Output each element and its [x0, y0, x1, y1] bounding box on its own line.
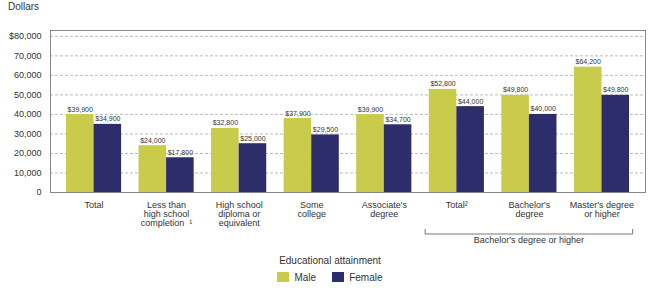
svg-text:$39,900: $39,900	[358, 106, 383, 113]
svg-text:30,000: 30,000	[14, 129, 42, 139]
svg-text:$44,000: $44,000	[458, 98, 483, 105]
svg-text:Bachelor's degree or higher: Bachelor's degree or higher	[474, 235, 584, 245]
svg-text:$17,800: $17,800	[168, 149, 193, 156]
svg-text:Bachelor'sdegree: Bachelor'sdegree	[509, 200, 551, 219]
html-text:Dollars: Dollars	[8, 1, 40, 12]
svg-text:Less thanhigh schoolcompletion: Less thanhigh schoolcompletion ¹	[141, 200, 193, 228]
svg-text:20,000: 20,000	[14, 148, 42, 158]
svg-text:$29,500: $29,500	[313, 126, 338, 133]
svg-text:$80,000: $80,000	[9, 31, 42, 41]
svg-text:60,000: 60,000	[14, 70, 42, 80]
svg-text:$39,900: $39,900	[68, 106, 93, 113]
svg-text:50,000: 50,000	[14, 90, 42, 100]
svg-text:Total²: Total²	[446, 200, 468, 210]
svg-text:$52,800: $52,800	[430, 80, 455, 87]
html-text:Male: Male	[294, 271, 317, 283]
svg-text:10,000: 10,000	[14, 168, 42, 178]
svg-text:$49,800: $49,800	[503, 86, 528, 93]
svg-text:$40,000: $40,000	[531, 105, 556, 112]
svg-text:$25,000: $25,000	[240, 135, 265, 142]
svg-text:$34,700: $34,700	[385, 116, 410, 123]
svg-text:$24,000: $24,000	[140, 137, 165, 144]
svg-text:$64,200: $64,200	[576, 58, 601, 65]
svg-text:$34,900: $34,900	[95, 115, 120, 122]
svg-text:Somecollege: Somecollege	[297, 200, 326, 219]
svg-text:$32,800: $32,800	[213, 119, 238, 126]
svg-text:70,000: 70,000	[14, 51, 42, 61]
svg-text:Master's degreeor higher: Master's degreeor higher	[570, 200, 634, 219]
svg-text:40,000: 40,000	[14, 109, 42, 119]
svg-text:$37,900: $37,900	[285, 110, 310, 117]
svg-text:High schooldiploma orequivalen: High schooldiploma orequivalent	[216, 200, 263, 228]
svg-text:$49,800: $49,800	[603, 86, 628, 93]
svg-text:Associate'sdegree: Associate'sdegree	[362, 200, 408, 219]
html-text:Educational attainment: Educational attainment	[279, 255, 381, 266]
html-text:Female: Female	[349, 271, 383, 283]
svg-text:0: 0	[36, 187, 41, 197]
svg-text:Total: Total	[85, 200, 104, 210]
